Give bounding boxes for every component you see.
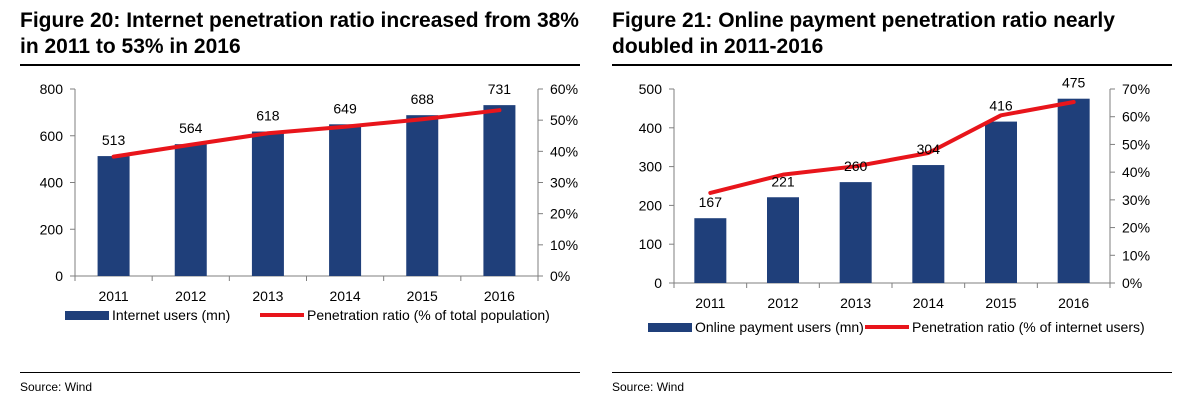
bar-data-label: 304 — [917, 141, 941, 157]
right-y-tick-label: 50% — [550, 112, 578, 128]
bar — [1057, 98, 1090, 283]
left-y-tick-label: 800 — [40, 81, 64, 97]
bar-data-label: 475 — [1062, 75, 1086, 91]
right-y-tick-label: 30% — [550, 175, 578, 191]
legend-bar-label: Internet users (mn) — [112, 307, 230, 323]
figure-20-panel: Figure 20: Internet penetration ratio in… — [20, 0, 600, 402]
x-tick-label: 2012 — [175, 288, 206, 304]
bar-data-label: 416 — [989, 98, 1013, 114]
penetration-line — [111, 108, 502, 159]
bar-data-label: 260 — [844, 158, 868, 174]
x-tick-label: 2012 — [767, 295, 798, 311]
legend-bar-swatch — [648, 323, 692, 332]
x-tick-label: 2011 — [695, 295, 725, 311]
figure-21-panel: Figure 21: Online payment penetration ra… — [612, 0, 1192, 402]
figure-21-bottom-rule — [612, 372, 1172, 373]
x-tick-label: 2015 — [985, 295, 1016, 311]
left-y-tick-label: 0 — [654, 275, 662, 291]
left-y-tick-label: 600 — [40, 128, 64, 144]
right-y-tick-label: 20% — [550, 206, 578, 222]
x-tick-label: 2013 — [252, 288, 283, 304]
bar-data-label: 221 — [771, 173, 795, 189]
bar — [97, 156, 130, 276]
figure-20-source: Source: Wind — [20, 380, 93, 394]
penetration-line — [708, 100, 1076, 195]
bar — [767, 197, 799, 283]
left-y-tick-label: 300 — [639, 159, 663, 175]
right-y-tick-label: 40% — [1122, 164, 1150, 180]
legend-bar-label: Online payment users (mn) — [695, 319, 864, 335]
figure-20-top-rule — [20, 64, 580, 66]
figure-20-bottom-rule — [20, 372, 580, 373]
left-y-tick-label: 200 — [40, 221, 64, 237]
right-y-tick-label: 60% — [550, 81, 578, 97]
left-y-tick-label: 500 — [639, 81, 663, 97]
bar-data-label: 167 — [699, 194, 723, 210]
right-y-tick-label: 60% — [1122, 109, 1150, 125]
x-tick-label: 2014 — [913, 295, 944, 311]
figure-21-top-rule — [612, 64, 1172, 66]
bar — [912, 165, 945, 283]
figure-21-title: Figure 21: Online payment penetration ra… — [612, 9, 1115, 58]
right-y-tick-label: 40% — [550, 143, 578, 159]
right-y-tick-label: 0% — [1122, 275, 1142, 291]
right-y-tick-label: 50% — [1122, 136, 1150, 152]
bar — [329, 124, 362, 276]
legend-line-label: Penetration ratio (% of internet users) — [912, 319, 1145, 335]
bar — [694, 218, 727, 283]
x-tick-label: 2015 — [407, 288, 438, 304]
legend-line-label: Penetration ratio (% of total population… — [307, 307, 550, 323]
x-tick-label: 2013 — [840, 295, 871, 311]
right-y-tick-label: 30% — [1122, 192, 1150, 208]
bar-data-label: 649 — [333, 100, 357, 116]
x-tick-label: 2016 — [484, 288, 515, 304]
right-y-tick-label: 10% — [1122, 247, 1150, 263]
bar-data-label: 564 — [179, 120, 203, 136]
figure-21-chart: 0 100 200 300 400 500 0% 10% 20% 30% 40% 50% 60% 70% 2… — [639, 75, 1150, 335]
bar — [174, 144, 207, 276]
bar-data-label: 618 — [256, 108, 280, 124]
left-y-tick-label: 100 — [639, 236, 663, 252]
left-y-tick-label: 400 — [639, 120, 663, 136]
bar — [483, 105, 516, 276]
x-tick-label: 2014 — [330, 288, 361, 304]
bar-data-label: 688 — [411, 91, 435, 107]
x-tick-label: 2011 — [99, 288, 129, 304]
right-y-tick-label: 20% — [1122, 220, 1150, 236]
bar-data-label: 731 — [488, 81, 512, 97]
figure-21-source: Source: Wind — [612, 380, 685, 394]
left-y-tick-label: 400 — [40, 175, 64, 191]
left-y-tick-label: 200 — [639, 197, 663, 213]
bar — [839, 182, 872, 283]
bar — [251, 131, 284, 276]
right-y-tick-label: 0% — [550, 268, 570, 284]
bar-data-label: 513 — [102, 132, 126, 148]
right-y-tick-label: 70% — [1122, 81, 1150, 97]
bar — [406, 115, 439, 277]
figure-20-title: Figure 20: Internet penetration ratio in… — [20, 9, 579, 58]
x-tick-label: 2016 — [1058, 295, 1089, 311]
bar — [985, 121, 1017, 283]
right-y-tick-label: 10% — [550, 237, 578, 253]
figure-20-chart: 0 200 400 600 800 0% 10% 20% 30% 40% 50% 60% 2011 201… — [40, 81, 578, 323]
legend-bar-swatch — [65, 311, 109, 320]
left-y-tick-label: 0 — [55, 268, 63, 284]
